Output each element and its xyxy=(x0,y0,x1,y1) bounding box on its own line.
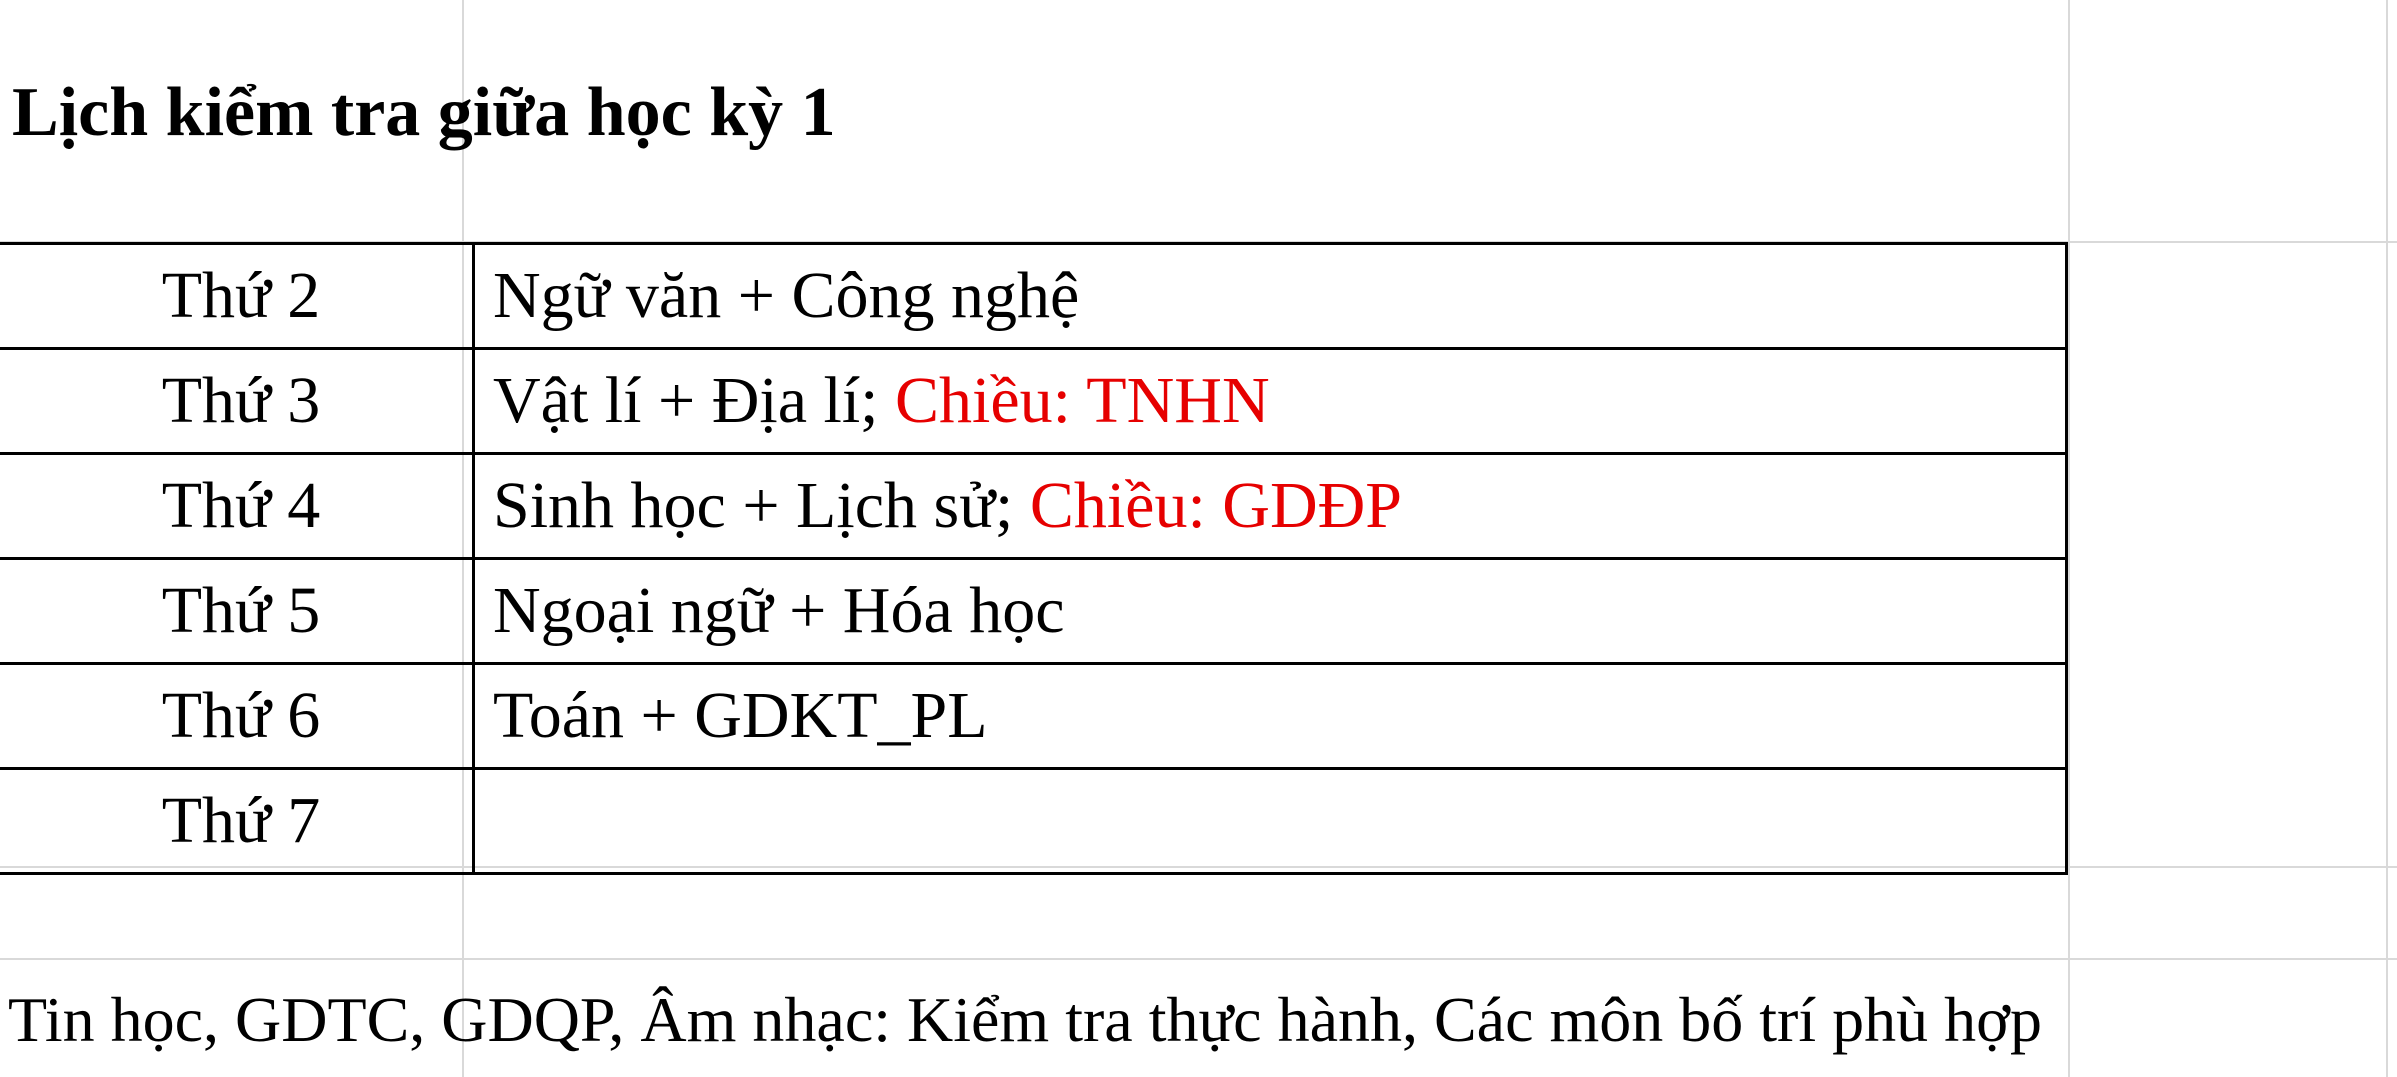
gridline-horizontal xyxy=(0,241,2397,243)
practical-exam-note[interactable]: Tin học, GDTC, GDQP, Âm nhạc: Kiểm tra t… xyxy=(8,984,2042,1055)
day-cell[interactable]: Thứ 6 xyxy=(0,662,475,770)
subjects-text: Ngoại ngữ + Hóa học xyxy=(493,574,1065,647)
subjects-text: Sinh học + Lịch sử; xyxy=(493,469,1030,542)
table-row: Thứ 6 Toán + GDKT_PL xyxy=(0,662,2068,770)
exam-schedule-table: Thứ 2 Ngữ văn + Công nghệ Thứ 3 Vật lí +… xyxy=(0,242,2068,875)
subjects-cell[interactable]: Vật lí + Địa lí; Chiều: TNHN xyxy=(473,347,2068,455)
gridline-vertical xyxy=(2386,0,2388,1077)
subjects-text: Vật lí + Địa lí; xyxy=(493,364,895,437)
table-row: Thứ 4 Sinh học + Lịch sử; Chiều: GDĐP xyxy=(0,452,2068,560)
day-cell[interactable]: Thứ 2 xyxy=(0,242,475,350)
day-cell[interactable]: Thứ 5 xyxy=(0,557,475,665)
table-row: Thứ 5 Ngoại ngữ + Hóa học xyxy=(0,557,2068,665)
afternoon-text: Chiều: TNHN xyxy=(895,364,1270,437)
table-row: Thứ 2 Ngữ văn + Công nghệ xyxy=(0,242,2068,350)
subjects-cell[interactable]: Toán + GDKT_PL xyxy=(473,662,2068,770)
subjects-cell[interactable]: Ngoại ngữ + Hóa học xyxy=(473,557,2068,665)
table-row: Thứ 3 Vật lí + Địa lí; Chiều: TNHN xyxy=(0,347,2068,455)
gridline-horizontal xyxy=(0,958,2397,960)
gridline-vertical xyxy=(2068,0,2070,1077)
subjects-text: Ngữ văn + Công nghệ xyxy=(493,259,1080,332)
day-cell[interactable]: Thứ 7 xyxy=(0,767,475,875)
subjects-cell[interactable]: Ngữ văn + Công nghệ xyxy=(473,242,2068,350)
sheet-title[interactable]: Lịch kiểm tra giữa học kỳ 1 xyxy=(12,74,836,151)
day-cell[interactable]: Thứ 3 xyxy=(0,347,475,455)
subjects-cell[interactable] xyxy=(473,767,2068,875)
subjects-cell[interactable]: Sinh học + Lịch sử; Chiều: GDĐP xyxy=(473,452,2068,560)
afternoon-text: Chiều: GDĐP xyxy=(1029,469,1402,542)
subjects-text: Toán + GDKT_PL xyxy=(493,679,988,752)
table-row: Thứ 7 xyxy=(0,767,2068,875)
day-cell[interactable]: Thứ 4 xyxy=(0,452,475,560)
